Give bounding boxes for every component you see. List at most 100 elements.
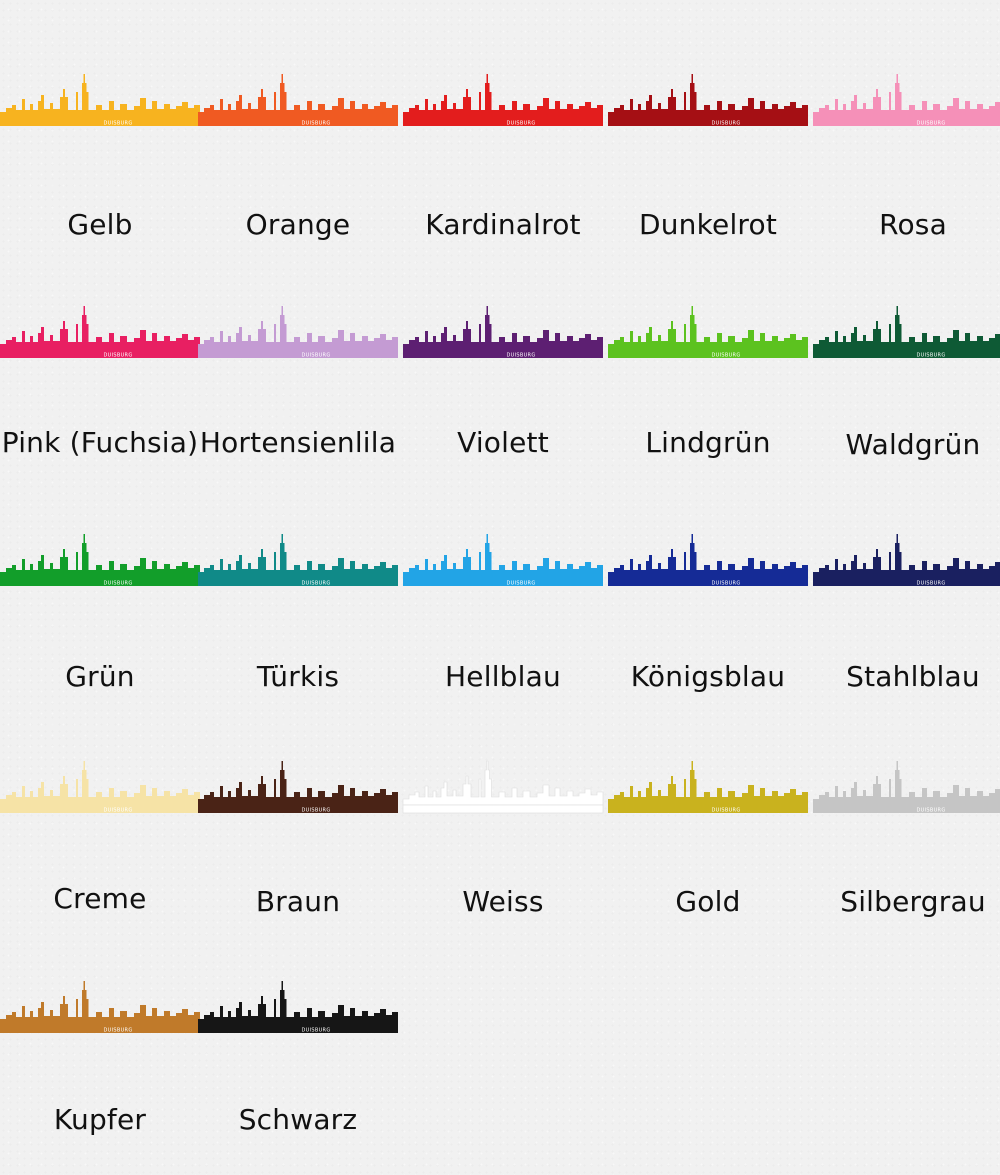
color-name-label: Gold xyxy=(675,885,741,918)
color-swatch: DUISBURG Lindgrün xyxy=(608,300,808,500)
skyline-shape xyxy=(0,761,200,805)
skyline-base-bar xyxy=(403,578,603,586)
skyline-city-tag: DUISBURG xyxy=(917,581,946,587)
skyline-city-tag: DUISBURG xyxy=(104,581,133,587)
skyline-silhouette: DUISBURG xyxy=(402,760,604,814)
skyline-base-bar xyxy=(403,350,603,358)
color-name-label: Gelb xyxy=(67,208,133,241)
color-swatch: DUISBURG Silbergrau xyxy=(813,755,1000,955)
skyline-shape xyxy=(608,74,808,118)
skyline-base-bar xyxy=(402,804,604,814)
skyline-city-tag: DUISBURG xyxy=(104,121,133,127)
color-swatch: DUISBURG Gelb xyxy=(0,68,200,268)
skyline-silhouette: DUISBURG xyxy=(403,74,603,127)
skyline-shape xyxy=(198,74,398,118)
color-name-label: Pink (Fuchsia) xyxy=(1,426,199,459)
color-name-label: Kardinalrot xyxy=(425,208,581,241)
skyline-city-tag: DUISBURG xyxy=(507,581,536,587)
skyline-shape xyxy=(0,981,200,1025)
skyline-silhouette: DUISBURG xyxy=(198,761,398,814)
skyline-city-tag: DUISBURG xyxy=(712,121,741,127)
skyline-shape xyxy=(198,981,398,1025)
color-swatch: DUISBURG Grün xyxy=(0,528,200,728)
color-swatch: DUISBURG Dunkelrot xyxy=(608,68,808,268)
skyline-base-bar xyxy=(0,578,200,586)
skyline-shape xyxy=(403,534,603,578)
skyline-base-bar xyxy=(0,350,200,358)
skyline-silhouette: DUISBURG xyxy=(403,534,603,587)
color-swatch: DUISBURG Braun xyxy=(198,755,398,955)
skyline-city-tag: DUISBURG xyxy=(104,1028,133,1034)
skyline-silhouette: DUISBURG xyxy=(608,74,808,127)
skyline-silhouette: DUISBURG xyxy=(0,534,200,587)
skyline-shape xyxy=(0,306,200,350)
skyline-city-tag: DUISBURG xyxy=(917,353,946,359)
color-name-label: Lindgrün xyxy=(645,426,771,459)
skyline-base-bar xyxy=(608,805,808,813)
skyline-shape xyxy=(403,306,603,350)
color-name-label: Schwarz xyxy=(238,1103,358,1136)
color-name-label: Violett xyxy=(457,426,549,459)
color-name-label: Dunkelrot xyxy=(638,208,778,241)
skyline-base-bar xyxy=(608,118,808,126)
skyline-silhouette: DUISBURG xyxy=(198,74,398,127)
color-name-label: Weiss xyxy=(462,885,544,918)
color-swatch: DUISBURG Schwarz xyxy=(198,975,398,1175)
skyline-silhouette: DUISBURG xyxy=(813,534,1000,587)
skyline-silhouette: DUISBURG xyxy=(0,74,200,127)
skyline-silhouette: DUISBURG xyxy=(813,74,1000,127)
skyline-city-tag: DUISBURG xyxy=(712,581,741,587)
color-name-label: Silbergrau xyxy=(840,885,986,918)
skyline-silhouette: DUISBURG xyxy=(813,761,1000,814)
skyline-city-tag: DUISBURG xyxy=(712,808,741,814)
skyline-city-tag: DUISBURG xyxy=(507,353,536,359)
color-swatch: DUISBURG Violett xyxy=(403,300,603,500)
color-name-label: Rosa xyxy=(879,208,947,241)
color-swatch: DUISBURG Stahlblau xyxy=(813,528,1000,728)
skyline-shape xyxy=(198,306,398,350)
skyline-city-tag: DUISBURG xyxy=(917,808,946,814)
skyline-silhouette: DUISBURG xyxy=(403,306,603,359)
color-swatch: DUISBURG Pink (Fuchsia) xyxy=(0,300,200,500)
color-swatch: DUISBURG Türkis xyxy=(198,528,398,728)
skyline-base-bar xyxy=(198,578,398,586)
skyline-city-tag: DUISBURG xyxy=(507,121,536,127)
skyline-base-bar xyxy=(813,805,1000,813)
skyline-silhouette: DUISBURG xyxy=(608,534,808,587)
color-name-label: Grün xyxy=(65,660,135,693)
skyline-shape xyxy=(198,761,398,805)
skyline-city-tag: DUISBURG xyxy=(302,1028,331,1034)
skyline-shape xyxy=(403,74,603,118)
skyline-shape xyxy=(0,534,200,578)
skyline-base-bar xyxy=(608,350,808,358)
skyline-city-tag: DUISBURG xyxy=(302,581,331,587)
skyline-city-tag: DUISBURG xyxy=(104,808,133,814)
skyline-shape xyxy=(813,534,1000,578)
color-name-label: Orange xyxy=(245,208,351,241)
skyline-shape xyxy=(813,74,1000,118)
skyline-base-bar xyxy=(813,578,1000,586)
color-name-label: Waldgrün xyxy=(845,428,981,461)
skyline-shape xyxy=(813,761,1000,805)
skyline-shape xyxy=(198,534,398,578)
skyline-shape xyxy=(402,760,604,806)
skyline-base-bar xyxy=(403,118,603,126)
skyline-base-bar xyxy=(0,805,200,813)
color-name-label: Stahlblau xyxy=(846,660,980,693)
skyline-shape xyxy=(0,74,200,118)
skyline-silhouette: DUISBURG xyxy=(198,981,398,1034)
skyline-city-tag: DUISBURG xyxy=(712,353,741,359)
color-name-label: Creme xyxy=(53,882,147,915)
color-swatch: DUISBURG Königsblau xyxy=(608,528,808,728)
skyline-base-bar xyxy=(813,350,1000,358)
skyline-silhouette: DUISBURG xyxy=(198,306,398,359)
skyline-silhouette: DUISBURG xyxy=(198,534,398,587)
color-swatch: DUISBURG Weiss xyxy=(402,755,604,955)
skyline-base-bar xyxy=(608,578,808,586)
skyline-city-tag: DUISBURG xyxy=(507,808,536,814)
color-name-label: Hortensienlila xyxy=(199,426,397,459)
skyline-shape xyxy=(608,306,808,350)
skyline-base-bar xyxy=(0,1025,200,1033)
color-swatch: DUISBURG Kardinalrot xyxy=(403,68,603,268)
color-swatch: DUISBURG Orange xyxy=(198,68,398,268)
